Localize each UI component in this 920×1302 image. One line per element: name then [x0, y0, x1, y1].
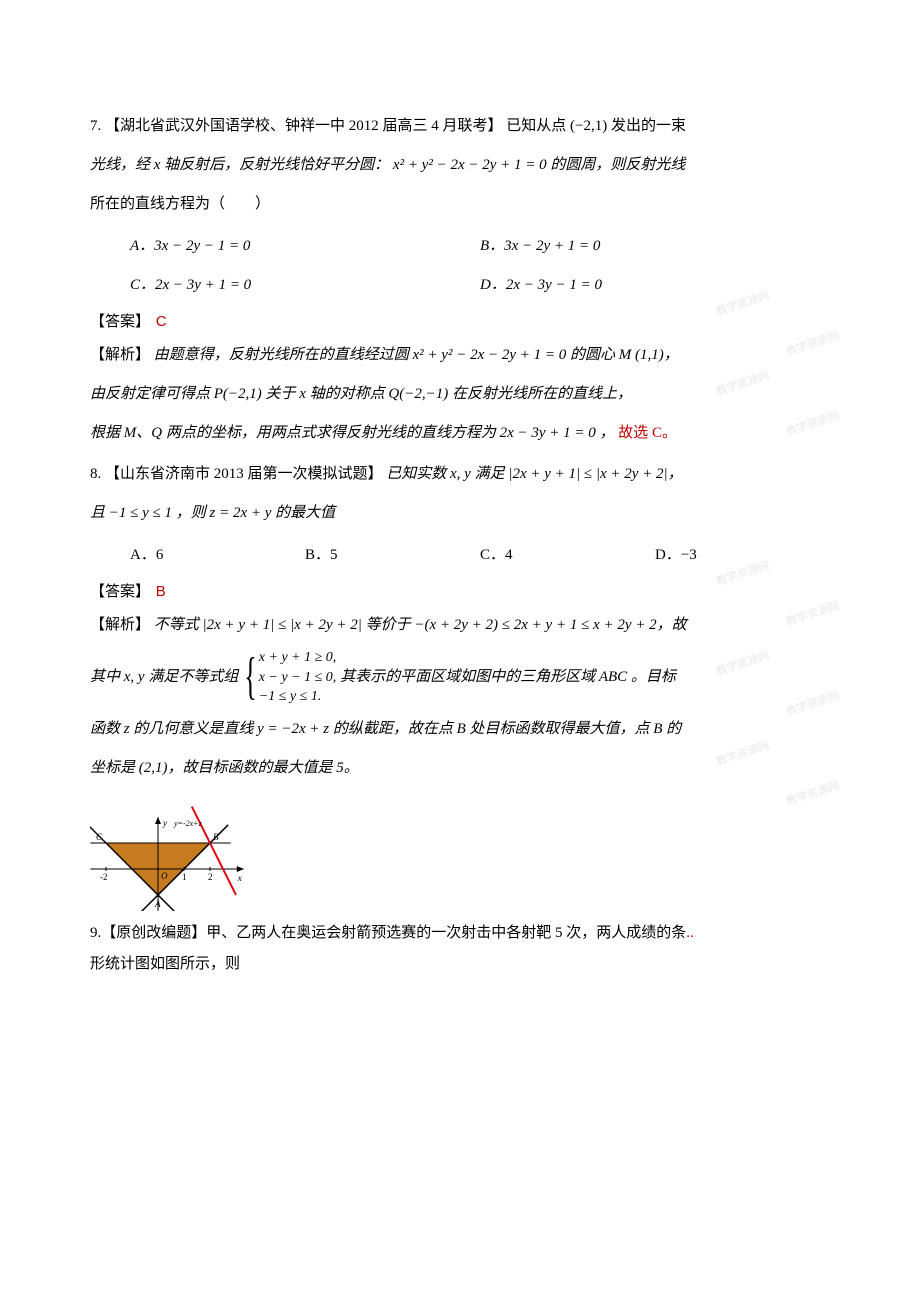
q8-option-c: C．4 — [480, 536, 655, 575]
q7-option-a: A．3x − 2y − 1 = 0 — [130, 227, 480, 266]
jiexi-label: 【解析】 — [90, 347, 150, 363]
q7-jiexi-1: 【解析】 由题意得，反射光线所在的直线经过圆 x² + y² − 2x − 2y… — [90, 339, 830, 372]
q7-stem-line1: 7. 【湖北省武汉外国语学校、钟祥一中 2012 届高三 4 月联考】 已知从点… — [90, 110, 830, 143]
q8-stem-line2: 且 −1 ≤ y ≤ 1 ，则 z = 2x + y 的最大值 — [90, 497, 830, 530]
jiexi-label: 【解析】 — [90, 617, 150, 633]
q8-jiexi2-post: 其表示的平面区域如图中的三角形区域 ABC 。目标 — [340, 669, 676, 685]
svg-text:y=-2x+z: y=-2x+z — [173, 819, 203, 828]
q7-stem-line2: 光线，经 x 轴反射后，反射光线恰好平分圆： x² + y² − 2x − 2y… — [90, 149, 830, 182]
svg-text:O: O — [161, 871, 168, 881]
q8-stem-a: 已知实数 x, y 满足 |2x + y + 1| ≤ |x + 2y + 2|… — [386, 466, 682, 482]
q8-jiexi-3: 函数 z 的几何意义是直线 y = −2x + z 的纵截距，故在点 B 处目标… — [90, 713, 830, 746]
answer-label: 【答案】 — [90, 314, 150, 330]
q8-option-a: A．6 — [130, 536, 305, 575]
q8-jiexi1-text: 不等式 |2x + y + 1| ≤ |x + 2y + 2| 等价于 −(x … — [154, 617, 687, 633]
svg-text:C: C — [96, 832, 103, 842]
inequality-system: { x + y + 1 ≥ 0, x − y − 1 ≤ 0, −1 ≤ y ≤… — [242, 648, 336, 707]
q9-reddots: .. — [686, 925, 694, 941]
q7-answer-line: 【答案】 C — [90, 305, 830, 339]
q7-option-b: B．3x − 2y + 1 = 0 — [480, 227, 830, 266]
q7-jiexi-3: 根据 M、Q 两点的坐标，用两点式求得反射光线的直线方程为 2x − 3y + … — [90, 417, 830, 450]
svg-text:y: y — [162, 818, 167, 828]
q8-jiexi-4: 坐标是 (2,1)，故目标函数的最大值是 5。 — [90, 752, 830, 785]
q7-option-c: C．2x − 3y + 1 = 0 — [130, 266, 480, 305]
q8-answer: B — [156, 583, 166, 600]
q9-stem-line2: 形统计图如图所示，则 — [90, 952, 830, 978]
q8-jiexi-2: 其中 x, y 满足不等式组 { x + y + 1 ≥ 0, x − y − … — [90, 648, 830, 707]
q8-option-b: B．5 — [305, 536, 480, 575]
svg-text:-2: -2 — [100, 872, 108, 882]
q7-source: 【湖北省武汉外国语学校、钟祥一中 2012 届高三 4 月联考】 — [105, 118, 503, 134]
svg-text:A: A — [154, 899, 161, 909]
q7-jiexi3a: 根据 M、Q 两点的坐标，用两点式求得反射光线的直线方程为 2x − 3y + … — [90, 425, 615, 441]
q7-answer: C — [156, 313, 167, 330]
left-brace-icon: { — [244, 654, 256, 701]
system-line1: x + y + 1 ≥ 0, — [259, 648, 337, 668]
q7-number: 7. — [90, 118, 105, 134]
q7-jiexi-2: 由反射定律可得点 P(−2,1) 关于 x 轴的对称点 Q(−2,−1) 在反射… — [90, 378, 830, 411]
q9-stem1: 9.【原创改编题】甲、乙两人在奥运会射箭预选赛的一次射击中各射靶 5 次，两人成… — [90, 925, 686, 941]
system-line2: x − y − 1 ≤ 0, — [259, 668, 337, 688]
q8-number: 8. — [90, 466, 105, 482]
q8-jiexi2-pre: 其中 x, y 满足不等式组 — [90, 669, 238, 685]
q7-stem-a: 已知从点 (−2,1) 发出的一束 — [506, 118, 686, 134]
q9-stem-line1: 9.【原创改编题】甲、乙两人在奥运会射箭预选赛的一次射击中各射靶 5 次，两人成… — [90, 921, 830, 947]
q8-option-d: D．−3 — [655, 536, 830, 575]
svg-text:B: B — [213, 832, 219, 842]
q7-option-d: D．2x − 3y − 1 = 0 — [480, 266, 830, 305]
svg-text:1: 1 — [182, 872, 187, 882]
answer-label: 【答案】 — [90, 584, 150, 600]
q7-stem-line3: 所在的直线方程为（ ） — [90, 188, 830, 221]
q7-options: A．3x − 2y − 1 = 0 B．3x − 2y + 1 = 0 C．2x… — [90, 227, 830, 305]
system-line3: −1 ≤ y ≤ 1. — [259, 687, 337, 707]
q8-options: A．6 B．5 C．4 D．−3 — [90, 536, 830, 575]
q8-stem-line1: 8. 【山东省济南市 2013 届第一次模拟试题】 已知实数 x, y 满足 |… — [90, 458, 830, 491]
q7-jiexi3b: 故选 C。 — [618, 425, 677, 441]
svg-text:2: 2 — [208, 872, 213, 882]
q8-jiexi-1: 【解析】 不等式 |2x + y + 1| ≤ |x + 2y + 2| 等价于… — [90, 609, 830, 642]
q7-jiexi1-text: 由题意得，反射光线所在的直线经过圆 x² + y² − 2x − 2y + 1 … — [154, 347, 679, 363]
q8-figure: Ox y y=-2x+z -2 1 2 A B C — [90, 791, 830, 911]
q8-source: 【山东省济南市 2013 届第一次模拟试题】 — [105, 466, 383, 482]
q8-answer-line: 【答案】 B — [90, 575, 830, 609]
svg-text:x: x — [237, 873, 242, 883]
